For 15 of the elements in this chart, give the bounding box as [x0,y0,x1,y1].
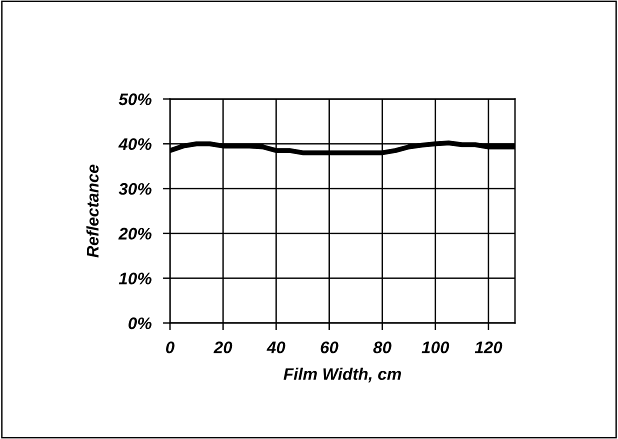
x-tick-label: 120 [474,341,502,354]
y-tick-label: 30% [118,183,152,195]
x-tick-label: 100 [422,341,450,354]
y-tick-label: 0% [128,317,152,330]
x-tick-label: 60 [320,341,338,354]
x-tick-label: 40 [266,341,286,354]
y-tick-label: 50% [118,93,152,106]
y-tick-label: 40% [118,138,152,150]
y-tick-label: 10% [118,272,152,284]
x-axis-title: Film Width, cm [284,368,401,382]
x-tick-label: 80 [373,341,392,354]
x-tick-label: 20 [214,341,232,354]
y-tick-label: 20% [118,228,152,240]
y-axis-title: Reflectance [86,164,99,258]
x-tick-label: 0 [166,341,174,354]
